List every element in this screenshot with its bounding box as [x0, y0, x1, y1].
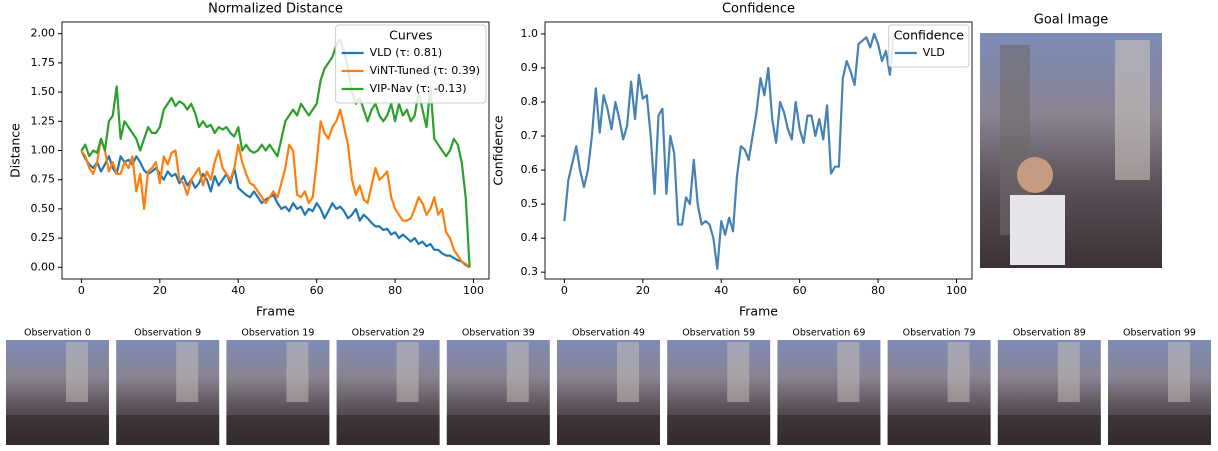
y-tick-label: 0.25: [31, 231, 56, 244]
building: [176, 342, 199, 402]
crowd: [446, 415, 550, 445]
legend-label: ViNT-Tuned (τ: 0.39): [370, 64, 480, 77]
crowd: [116, 415, 220, 445]
goal-title: Goal Image: [1034, 13, 1108, 28]
y-tick-label: 0.7: [521, 129, 539, 142]
legend-box: [888, 24, 970, 68]
legend-label: VIP-Nav (τ: -0.13): [370, 82, 467, 95]
x-tick-label: 100: [463, 284, 484, 297]
legend: Confidence VLD: [888, 24, 970, 68]
x-axis-label: Frame: [739, 304, 778, 319]
chart-title: Normalized Distance: [208, 2, 343, 17]
axes-frame: [61, 21, 490, 280]
crowd: [667, 415, 771, 445]
axes-frame: [544, 21, 973, 280]
building: [286, 342, 309, 402]
x-tick-label: 60: [793, 284, 807, 297]
x-tick-label: 60: [310, 284, 324, 297]
observation-label: Observation 59: [682, 328, 755, 339]
observation-label: Observation 89: [1013, 328, 1086, 339]
observation-label: Observation 29: [352, 328, 425, 339]
y-tick-label: 0.3: [521, 265, 539, 278]
crowd: [997, 415, 1101, 445]
x-tick-label: 100: [946, 284, 967, 297]
chart-title: Confidence: [722, 2, 795, 17]
x-tick-label: 40: [231, 284, 245, 297]
building: [837, 342, 860, 402]
y-tick-label: 1.00: [31, 144, 56, 157]
building: [617, 342, 639, 402]
crowd: [777, 415, 881, 445]
observation-label: Observation 9: [134, 328, 201, 339]
observation-label: Observation 79: [903, 328, 976, 339]
y-tick-label: 0.4: [521, 231, 539, 244]
crowd: [6, 415, 109, 445]
crowd: [1108, 415, 1211, 445]
x-axis-label: Frame: [256, 304, 295, 319]
observation-label: Observation 19: [241, 328, 314, 339]
crowd: [887, 415, 991, 445]
x-tick-label: 20: [636, 284, 650, 297]
series-line: [80, 108, 471, 269]
x-tick-label: 20: [153, 284, 167, 297]
legend: Curves VLD (τ: 0.81) ViNT-Tuned (τ: 0.39) V…: [335, 24, 487, 104]
building: [1057, 342, 1080, 402]
observation-label: Observation 0: [24, 328, 91, 339]
building: [947, 342, 970, 402]
legend-title: Confidence: [894, 28, 965, 43]
building: [1168, 342, 1190, 402]
crowd: [336, 415, 440, 445]
x-tick-label: 80: [388, 284, 402, 297]
legend-label: VLD (τ: 0.81): [370, 46, 443, 59]
y-axis-label: Confidence: [491, 115, 506, 186]
building: [66, 342, 88, 402]
legend-label: VLD: [923, 46, 945, 59]
building: [1115, 40, 1150, 180]
building: [506, 342, 529, 402]
y-tick-label: 2.00: [31, 27, 56, 40]
crowd: [226, 415, 330, 445]
y-axis-label: Distance: [8, 123, 23, 178]
building: [396, 342, 419, 402]
x-tick-label: 0: [78, 284, 85, 297]
y-tick-label: 0.5: [521, 197, 539, 210]
y-tick-label: 0.8: [521, 95, 539, 108]
y-tick-label: 1.25: [31, 114, 56, 127]
y-tick-label: 0.50: [31, 202, 56, 215]
y-tick-label: 0.6: [521, 163, 539, 176]
y-tick-label: 1.50: [31, 85, 56, 98]
legend-box: [335, 24, 487, 104]
legend-title: Curves: [389, 28, 432, 43]
observation-label: Observation 39: [462, 328, 535, 339]
person: [1010, 195, 1065, 265]
person: [1017, 157, 1053, 193]
y-tick-label: 0.9: [521, 61, 539, 74]
y-tick-label: 1.75: [31, 56, 56, 69]
y-tick-label: 0.00: [31, 260, 56, 273]
observation-label: Observation 69: [792, 328, 865, 339]
observation-label: Observation 99: [1123, 328, 1196, 339]
x-tick-label: 0: [561, 284, 568, 297]
series-line: [80, 38, 471, 268]
series-line: [80, 150, 471, 269]
x-tick-label: 80: [871, 284, 885, 297]
series-line: [563, 32, 953, 270]
building: [727, 342, 750, 402]
y-tick-label: 0.75: [31, 173, 56, 186]
crowd: [557, 415, 660, 445]
y-tick-label: 1.0: [521, 27, 539, 40]
observation-label: Observation 49: [572, 328, 645, 339]
x-tick-label: 40: [714, 284, 728, 297]
